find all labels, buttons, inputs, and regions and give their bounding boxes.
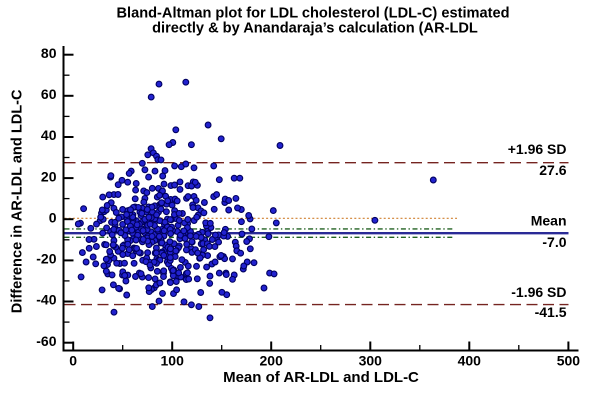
svg-text:Difference in AR-LDL and LDL-C: Difference in AR-LDL and LDL-C — [10, 89, 26, 313]
svg-text:Mean: Mean — [531, 213, 567, 229]
svg-text:400: 400 — [458, 353, 482, 369]
svg-text:-60: -60 — [36, 333, 56, 349]
svg-text:200: 200 — [260, 353, 284, 369]
svg-text:300: 300 — [359, 353, 383, 369]
svg-text:+1.96 SD: +1.96 SD — [508, 141, 567, 157]
svg-text:40: 40 — [41, 127, 57, 143]
svg-text:500: 500 — [557, 353, 581, 369]
svg-text:-20: -20 — [36, 251, 56, 267]
svg-text:20: 20 — [41, 168, 57, 184]
svg-text:Mean of AR-LDL and LDL-C: Mean of AR-LDL and LDL-C — [223, 369, 419, 386]
svg-text:80: 80 — [41, 45, 57, 61]
svg-text:-7.0: -7.0 — [542, 234, 566, 250]
svg-text:Bland-Altman plot for LDL chol: Bland-Altman plot for LDL cholesterol (L… — [117, 6, 510, 22]
svg-text:-41.5: -41.5 — [535, 304, 567, 320]
svg-text:-40: -40 — [36, 292, 56, 308]
svg-text:60: 60 — [41, 86, 57, 102]
svg-text:0: 0 — [69, 353, 77, 369]
svg-text:100: 100 — [161, 353, 185, 369]
svg-text:0: 0 — [49, 209, 57, 225]
svg-text:27.6: 27.6 — [539, 162, 566, 178]
svg-text:directly & by Anandaraja’s cal: directly & by Anandaraja’s calculation (… — [152, 21, 478, 37]
svg-text:-1.96 SD: -1.96 SD — [511, 284, 566, 300]
